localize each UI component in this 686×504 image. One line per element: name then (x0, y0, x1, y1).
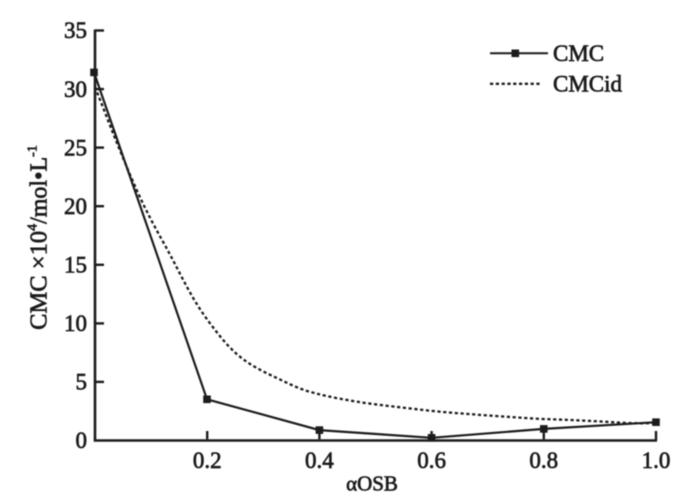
svg-text:15: 15 (64, 253, 87, 278)
svg-text:30: 30 (64, 77, 87, 102)
svg-text:CMC: CMC (553, 41, 604, 66)
svg-text:0.2: 0.2 (193, 448, 222, 473)
svg-text:0.4: 0.4 (305, 448, 334, 473)
svg-text:0.8: 0.8 (529, 448, 558, 473)
svg-text:20: 20 (64, 194, 87, 219)
svg-text:25: 25 (64, 135, 87, 160)
svg-text:5: 5 (76, 370, 88, 395)
svg-text:10: 10 (64, 311, 87, 336)
svg-text:αOSB: αOSB (346, 472, 398, 496)
svg-text:CMCid: CMCid (553, 71, 623, 96)
svg-text:CMC ×104/mol•L-1: CMC ×104/mol•L-1 (26, 145, 53, 330)
svg-text:0.6: 0.6 (417, 448, 446, 473)
svg-text:0: 0 (76, 428, 88, 453)
svg-text:35: 35 (64, 18, 87, 43)
svg-text:1.0: 1.0 (642, 448, 671, 473)
